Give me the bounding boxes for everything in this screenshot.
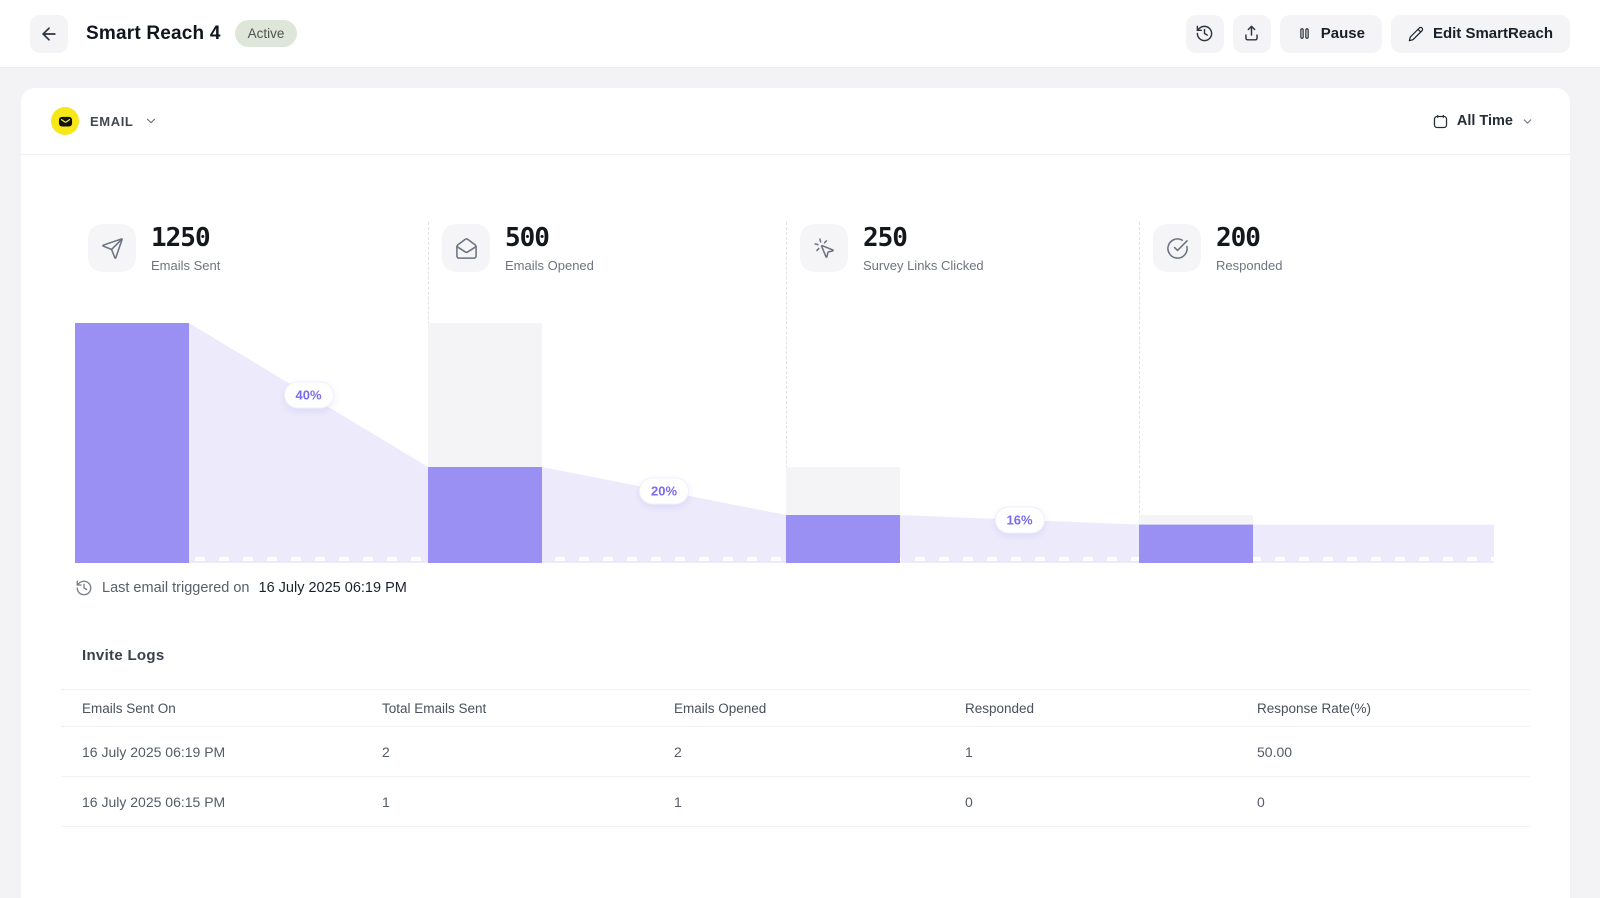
app-header: Smart Reach 4 Active Pause Edit SmartRea… [0,0,1600,68]
invite-logs-table: Emails Sent On Total Emails Sent Emails … [61,689,1530,827]
edit-button-label: Edit SmartReach [1432,25,1553,42]
table-body: 16 July 2025 06:19 PM 2 2 1 50.00 16 July 202… [61,727,1530,827]
column-header: Emails Opened [674,700,767,716]
stat-label: Emails Opened [505,258,594,274]
table-cell: 16 July 2025 06:19 PM [82,743,226,760]
back-button[interactable] [30,14,68,53]
history-button[interactable] [1185,14,1224,53]
cursor-click-icon [800,224,848,272]
funnel-chart-svg [75,323,1494,563]
stats-row: 1250 Emails Sent 500 Emails Opened 250 [75,222,1494,323]
column-divider [1139,222,1140,563]
stat-emails-sent: 1250 Emails Sent [88,224,220,273]
channel-label: EMAIL [90,113,134,129]
funnel-chart: 40% 20% 16% [75,323,1494,563]
arrow-left-icon [39,24,59,44]
chevron-down-icon [1521,115,1534,128]
stat-responded: 200 Responded [1153,224,1283,273]
campaign-card: EMAIL All Time 1250 [21,88,1570,898]
stat-value: 1250 [151,223,211,253]
table-row[interactable]: 16 July 2025 06:19 PM 2 2 1 50.00 [61,727,1530,777]
table-header-row: Emails Sent On Total Emails Sent Emails … [61,689,1530,727]
edit-smartreach-button[interactable]: Edit SmartReach [1390,14,1570,53]
funnel-percent-badge: 40% [283,381,334,409]
last-email-prefix: Last email triggered on [102,580,250,596]
funnel-section: 1250 Emails Sent 500 Emails Opened 250 [75,222,1494,563]
page-title: Smart Reach 4 [86,22,221,44]
column-header: Responded [965,700,1035,716]
time-filter-label: All Time [1456,113,1513,129]
table-cell: 50.00 [1257,743,1293,760]
time-filter-dropdown[interactable]: All Time [1432,113,1534,130]
invite-logs-section: Invite Logs Emails Sent On Total Emails … [61,647,1530,827]
stat-label: Survey Links Clicked [863,258,984,274]
table-cell: 0 [1257,793,1265,810]
table-cell: 1 [382,793,390,810]
upload-share-icon [1242,24,1261,43]
card-header: EMAIL All Time [21,88,1570,155]
stat-value: 250 [863,223,908,253]
clock-history-icon [75,579,93,597]
invite-logs-title: Invite Logs [82,647,165,664]
stat-survey-links-clicked: 250 Survey Links Clicked [800,224,984,273]
table-cell: 2 [674,743,682,760]
table-cell: 1 [965,743,973,760]
column-header: Response Rate(%) [1257,700,1372,716]
stat-value: 200 [1216,223,1261,253]
history-clock-icon [1195,24,1214,43]
table-cell: 1 [674,793,682,810]
table-cell: 16 July 2025 06:15 PM [82,793,226,810]
chevron-down-icon [144,114,158,128]
pencil-icon [1408,26,1424,42]
export-button[interactable] [1232,14,1271,53]
table-cell: 2 [382,743,390,760]
funnel-percent-badge: 16% [994,506,1045,534]
email-channel-icon [51,107,79,135]
funnel-percent-badge: 20% [638,477,690,505]
send-icon [88,224,136,272]
table-cell: 0 [965,793,973,810]
column-header: Total Emails Sent [382,700,487,716]
status-badge: Active [234,20,298,47]
column-header: Emails Sent On [82,700,176,716]
stat-label: Responded [1216,258,1283,274]
calendar-icon [1432,113,1449,130]
table-row[interactable]: 16 July 2025 06:15 PM 1 1 0 0 [61,777,1530,827]
stat-emails-opened: 500 Emails Opened [442,224,594,273]
last-email-row: Last email triggered on 16 July 2025 06:… [75,579,1570,597]
last-email-datetime: 16 July 2025 06:19 PM [258,580,407,596]
mail-open-icon [442,224,490,272]
stat-label: Emails Sent [151,258,221,274]
stat-value: 500 [505,223,550,253]
pause-icon [1297,26,1312,41]
pause-button-label: Pause [1320,25,1365,42]
check-circle-icon [1153,224,1201,272]
channel-dropdown[interactable]: EMAIL [51,107,158,135]
pause-button[interactable]: Pause [1279,14,1382,53]
column-divider [786,222,787,563]
